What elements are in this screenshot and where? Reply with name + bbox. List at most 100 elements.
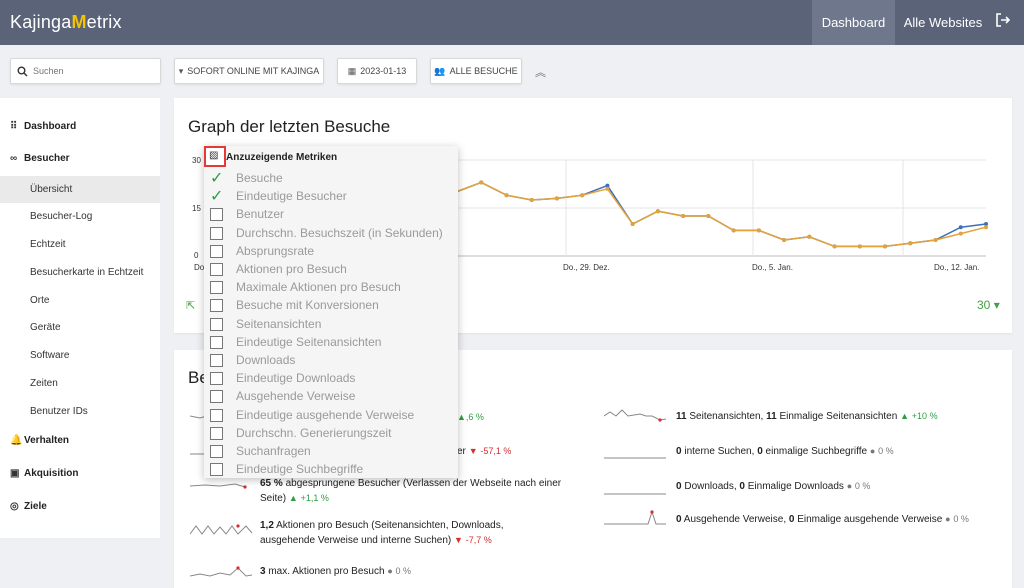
metric-option-label: Durchschn. Generierungszeit (236, 425, 392, 440)
target-icon: ◎ (10, 501, 19, 512)
outlinks-metric: 0 Ausgehende Verweise, 0 Einmalige ausge… (676, 514, 969, 525)
period-selector[interactable]: 30 ▾ (977, 298, 1000, 312)
checkbox[interactable] (210, 226, 223, 240)
checkbox[interactable] (210, 463, 223, 477)
top-bar: KajingaMetrix Dashboard Alle Websites (0, 0, 1024, 45)
sidebar-dashboard[interactable]: ⠿ Dashboard (10, 121, 77, 132)
logo[interactable]: KajingaMetrix (10, 12, 122, 32)
sidebar-acquisition[interactable]: ▣ Akquisition (10, 468, 79, 479)
checkbox[interactable] (210, 317, 223, 331)
sparkline (604, 409, 667, 422)
caret-down-icon: ▾ (178, 66, 184, 76)
data-point (731, 228, 736, 233)
metrics-picker-button[interactable]: ▨ (204, 146, 226, 167)
checkbox[interactable] (210, 281, 223, 295)
data-point (857, 244, 862, 249)
sidebar-behavior[interactable]: 🔔 Verhalten (10, 435, 70, 446)
nav-all-websites[interactable]: Alle Websites (903, 15, 983, 30)
neutral-dot-icon: ● (945, 514, 951, 524)
series-line (455, 181, 987, 248)
data-point (479, 180, 484, 185)
metric-option-label: Eindeutige ausgehende Verweise (236, 407, 415, 422)
checkbox[interactable] (210, 445, 223, 458)
sidebar-visitors[interactable]: ∞ Besucher (10, 153, 70, 164)
change-up-icon: ▲ (457, 412, 466, 422)
checkbox[interactable] (210, 208, 223, 222)
actions-metric: 1,2 Aktionen pro Besuch (Seitenansichten… (260, 520, 504, 546)
series-line (455, 181, 987, 248)
data-point (984, 225, 988, 230)
metric-change: ,6 % (465, 412, 484, 422)
y-tick-0: 0 (194, 251, 199, 260)
sidebar-item-realtime[interactable]: Echtzeit (30, 239, 66, 250)
calendar-icon: ▦ (347, 66, 357, 76)
grid-icon: ⠿ (10, 121, 18, 132)
search-box[interactable] (10, 58, 161, 84)
metric-option-label: Eindeutige Suchbegriffe (236, 462, 364, 477)
checkbox[interactable] (210, 426, 223, 440)
checkbox[interactable] (210, 390, 223, 404)
metric-option-label: Benutzer (236, 207, 285, 222)
collapse-chevrons-icon[interactable]: ︽ (535, 67, 546, 79)
sidebar-item-software[interactable]: Software (30, 350, 70, 361)
sidebar-item-realtime-map[interactable]: Besucherkarte in Echtzeit (30, 267, 144, 278)
data-point (681, 214, 686, 218)
nav-dashboard[interactable]: Dashboard (812, 0, 895, 45)
sparkline (190, 483, 247, 489)
sidebar-item-user-ids[interactable]: Benutzer IDs (30, 406, 88, 417)
segment-selector-button[interactable]: 👥 ALLE BESUCHE (430, 58, 522, 84)
metrics-dropdown (204, 146, 458, 478)
binoculars-icon: ∞ (10, 153, 18, 164)
change-down-icon: ▼ (454, 535, 463, 545)
data-point (630, 222, 635, 226)
export-icon[interactable]: ⇱ (186, 300, 196, 312)
metric-text: er (457, 446, 466, 457)
sidebar-item-overview[interactable]: Übersicht (30, 184, 73, 195)
checkmark-icon[interactable]: ✓ (210, 188, 224, 206)
site-selector-button[interactable]: ▾ SOFORT ONLINE MIT KAJINGA (174, 58, 324, 84)
change-down-icon: ▼ (468, 446, 478, 456)
sidebar-item-times[interactable]: Zeiten (30, 378, 58, 389)
neutral-dot-icon: ● (869, 446, 876, 456)
data-point (706, 214, 711, 218)
checkmark-icon[interactable]: ✓ (210, 170, 224, 187)
metrics-dropdown-title: Anzuzeigende Metriken (226, 152, 338, 163)
checkbox[interactable] (210, 354, 223, 367)
bell-icon: 🔔 (10, 435, 23, 446)
sidebar-active-highlight (0, 176, 160, 203)
checkbox[interactable] (210, 372, 223, 386)
sidebar-item-locations[interactable]: Orte (30, 295, 50, 306)
data-point (958, 231, 963, 236)
logout-icon[interactable] (995, 12, 1015, 32)
metric-option-label: Ausgehende Verweise (236, 389, 356, 404)
y-tick-30: 30 (192, 156, 201, 165)
data-point (605, 183, 610, 188)
checkbox[interactable] (210, 335, 223, 349)
metric-option-label: Eindeutige Besucher (236, 189, 347, 204)
data-point (554, 196, 559, 201)
data-point (908, 241, 913, 246)
checkbox[interactable] (210, 263, 223, 276)
sidebar-item-visitor-log[interactable]: Besucher-Log (30, 211, 93, 222)
metric-option-label: Aktionen pro Besuch (236, 262, 347, 276)
sidebar-goals[interactable]: ◎ Ziele (10, 501, 47, 512)
date-selector-button[interactable]: ▦ 2023-01-13 (337, 58, 417, 84)
graph-title: Graph der letzten Besuche (188, 117, 391, 136)
change-up-icon: ▲ (900, 411, 910, 421)
visits-line-chart[interactable] (174, 98, 1012, 333)
metric-option-label: Maximale Aktionen pro Besuch (236, 280, 401, 295)
data-point (655, 209, 660, 214)
checkbox[interactable] (210, 244, 223, 258)
checkbox[interactable] (210, 299, 223, 313)
x-tick-3: Do., 12. Jan. (934, 263, 980, 272)
data-point (807, 234, 812, 239)
users-icon: 👥 (434, 66, 446, 76)
data-point (605, 186, 610, 191)
search-input[interactable] (33, 63, 157, 79)
data-point (756, 228, 761, 233)
checkbox[interactable] (210, 408, 223, 422)
change-up-icon: ▲ (288, 493, 298, 503)
downloads-metric: 0 Downloads, 0 Einmalige Downloads ● 0 % (676, 481, 871, 492)
max-actions-metric: 3 max. Aktionen pro Besuch ● 0 % (260, 566, 412, 577)
sidebar-item-devices[interactable]: Geräte (30, 322, 61, 333)
